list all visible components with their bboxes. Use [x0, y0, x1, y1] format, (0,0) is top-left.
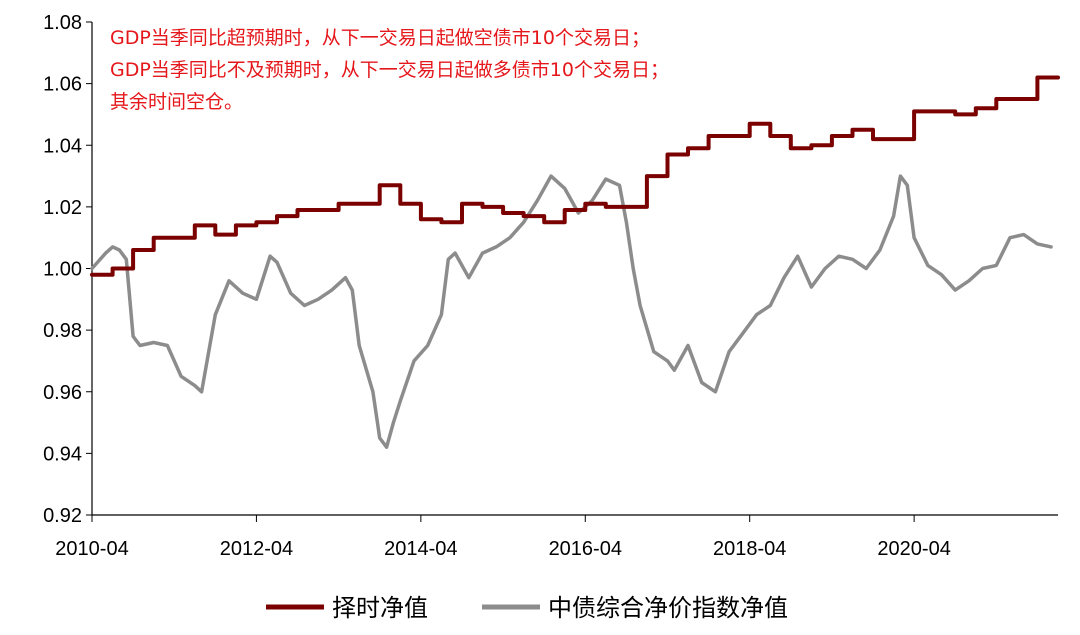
x-tick-label: 2016-04 — [549, 538, 622, 560]
legend-item-bond-index-nav: 中债综合净价指数净值 — [482, 594, 788, 622]
x-tick-label: 2010-04 — [55, 538, 128, 560]
y-tick-label: 0.98 — [43, 320, 82, 342]
annotation-line: GDP当季同比超预期时，从下一交易日起做空债市10个交易日； — [110, 27, 650, 49]
series-layer — [90, 75, 1060, 449]
y-tick-label: 1.04 — [43, 135, 82, 157]
series-line-timing-nav — [90, 75, 1060, 277]
y-tick-label: 1.00 — [43, 259, 82, 281]
y-tick-label: 1.06 — [43, 74, 82, 96]
annotation-line: GDP当季同比不及预期时，从下一交易日起做多债市10个交易日； — [110, 59, 669, 81]
annotation-block: GDP当季同比超预期时，从下一交易日起做空债市10个交易日； GDP当季同比不及预… — [110, 27, 669, 113]
series-line-bond-index-nav — [90, 174, 1053, 449]
legend-label: 择时净值 — [332, 594, 428, 622]
x-tick-label: 2012-04 — [220, 538, 293, 560]
y-tick-label: 1.02 — [43, 197, 82, 219]
x-tick-label: 2018-04 — [713, 538, 786, 560]
y-tick-label: 0.94 — [43, 443, 82, 465]
axes: 0.92 0.94 0.96 0.98 1.00 1.02 1.04 1.06 1.08 2010… — [43, 12, 1058, 560]
y-tick-label: 1.08 — [43, 12, 82, 34]
x-tick-label: 2014-04 — [384, 538, 457, 560]
legend: 择时净值 中债综合净价指数净值 — [266, 594, 788, 622]
legend-item-timing-nav: 择时净值 — [266, 594, 428, 622]
annotation-line: 其余时间空仓。 — [110, 91, 243, 113]
y-tick-label: 0.96 — [43, 382, 82, 404]
x-tick-label: 2020-04 — [877, 538, 950, 560]
legend-label: 中债综合净价指数净值 — [548, 594, 788, 622]
y-tick-label: 0.92 — [43, 505, 82, 527]
